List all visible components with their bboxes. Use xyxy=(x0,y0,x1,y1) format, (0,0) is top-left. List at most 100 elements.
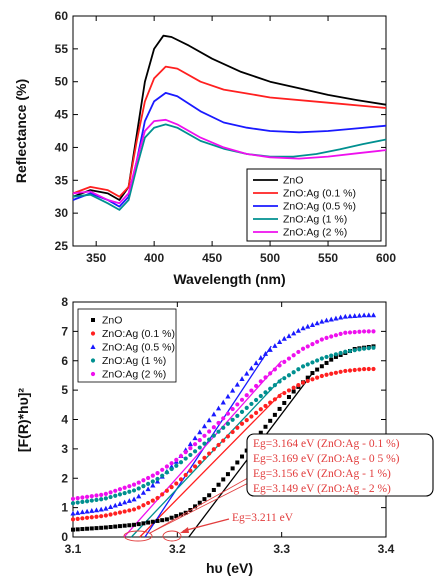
bandgap-point xyxy=(258,379,263,384)
bandgap-point xyxy=(146,475,151,481)
bandgap-point xyxy=(192,464,198,469)
bandgap-point xyxy=(103,513,108,518)
bandgap-point xyxy=(305,323,311,329)
bandgap-point xyxy=(361,312,367,318)
bandgap-point xyxy=(230,406,235,412)
bandgap-point xyxy=(150,498,155,503)
bandgap-x-tick-label: 3.2 xyxy=(169,542,186,556)
bandgap-point xyxy=(75,500,80,505)
bandgap-point xyxy=(75,516,80,521)
reflectance-x-tick-label: 450 xyxy=(202,251,222,265)
bandgap-point xyxy=(84,508,90,514)
bandgap-point xyxy=(319,318,325,324)
bandgap-point xyxy=(164,488,169,493)
bandgap-point xyxy=(314,320,320,326)
bandgap-point xyxy=(93,507,100,513)
bandgap-point xyxy=(258,393,263,399)
bandgap-point xyxy=(315,375,320,380)
bandgap-point xyxy=(178,477,184,482)
bandgap-point xyxy=(141,503,146,508)
bandgap-point xyxy=(84,499,90,504)
bandgap-point xyxy=(75,527,80,532)
bandgap-fit-line-3 xyxy=(144,345,272,538)
bandgap-point xyxy=(85,526,90,531)
bandgap-point xyxy=(235,402,240,407)
bandgap-point xyxy=(169,461,174,466)
bandgap-point xyxy=(146,481,151,486)
bandgap-point xyxy=(338,369,343,374)
bandgap-point xyxy=(291,353,296,358)
bandgap-point xyxy=(230,466,235,471)
bandgap-point xyxy=(291,385,296,390)
bandgap-point xyxy=(188,468,193,473)
bandgap-point xyxy=(221,477,226,482)
bandgap-point xyxy=(277,379,282,384)
bandgap-point xyxy=(174,463,179,468)
bandgap-point xyxy=(178,512,183,517)
bandgap-point xyxy=(366,312,372,318)
bandgap-point xyxy=(160,492,165,497)
bandgap-point xyxy=(197,500,202,505)
bandgap-point xyxy=(132,522,137,527)
bandgap-point xyxy=(324,372,329,377)
bandgap-point xyxy=(117,492,123,497)
bandgap-point xyxy=(113,511,118,516)
reflectance-x-tick-label: 350 xyxy=(86,251,106,265)
bandgap-point xyxy=(122,499,128,505)
bandgap-point xyxy=(286,356,292,361)
bandgap-legend-label-zno-ag-2: ZnO:Ag (2 %) xyxy=(102,369,166,381)
bandgap-point xyxy=(131,507,137,512)
bandgap-point xyxy=(328,316,334,322)
bandgap-point xyxy=(80,516,85,521)
bandgap-point xyxy=(174,514,179,519)
bandgap-point xyxy=(216,482,221,487)
bandgap-point xyxy=(343,349,348,354)
bandgap-point xyxy=(258,355,264,360)
bandgap-point xyxy=(207,451,212,456)
reflectance-x-tick-label: 400 xyxy=(144,251,164,265)
bandgap-point xyxy=(310,377,315,382)
bandgap-point xyxy=(79,509,85,515)
bandgap-point xyxy=(99,514,104,519)
bandgap-point xyxy=(235,413,240,418)
bandgap-point xyxy=(305,375,310,380)
bandgap-point xyxy=(136,486,141,491)
bandgap-point xyxy=(201,423,208,429)
bandgap-point xyxy=(239,409,245,414)
bandgap-point xyxy=(136,493,142,499)
reflectance-y-axis-label: Reflectance (%) xyxy=(13,79,29,183)
bandgap-point xyxy=(80,499,85,504)
bandgap-point xyxy=(324,354,329,360)
reflectance-line-zno-ag-0-5 xyxy=(72,92,387,208)
bandgap-point xyxy=(141,478,146,483)
bandgap-point xyxy=(315,339,320,344)
bandgap-point xyxy=(225,411,231,416)
bandgap-point xyxy=(108,490,113,495)
bandgap-point xyxy=(333,352,339,357)
bandgap-point xyxy=(193,504,198,509)
bandgap-point xyxy=(183,456,188,461)
bandgap-point xyxy=(357,329,362,334)
bandgap-point xyxy=(347,348,353,354)
bandgap-point xyxy=(192,442,198,447)
bandgap-point xyxy=(113,493,118,498)
bandgap-point xyxy=(272,367,277,372)
bandgap-point xyxy=(315,358,320,363)
bandgap-point xyxy=(310,371,315,376)
bandgap-point xyxy=(211,447,216,452)
bandgap-point xyxy=(221,416,226,421)
bandgap-point xyxy=(352,313,358,318)
bandgap-point xyxy=(366,366,371,372)
bandgap-x-tick-label: 3.1 xyxy=(65,542,82,556)
bandgap-point xyxy=(240,454,245,459)
bandgap-point xyxy=(188,452,193,458)
bandgap-y-tick-label: 3 xyxy=(61,442,68,456)
bandgap-point xyxy=(89,498,94,503)
reflectance-x-tick-label: 600 xyxy=(376,251,396,265)
bandgap-point xyxy=(366,346,371,351)
reflectance-y-tick-label: 35 xyxy=(55,173,69,187)
bandgap-point xyxy=(371,345,376,350)
bandgap-series-zno-ag-2 xyxy=(70,329,376,501)
